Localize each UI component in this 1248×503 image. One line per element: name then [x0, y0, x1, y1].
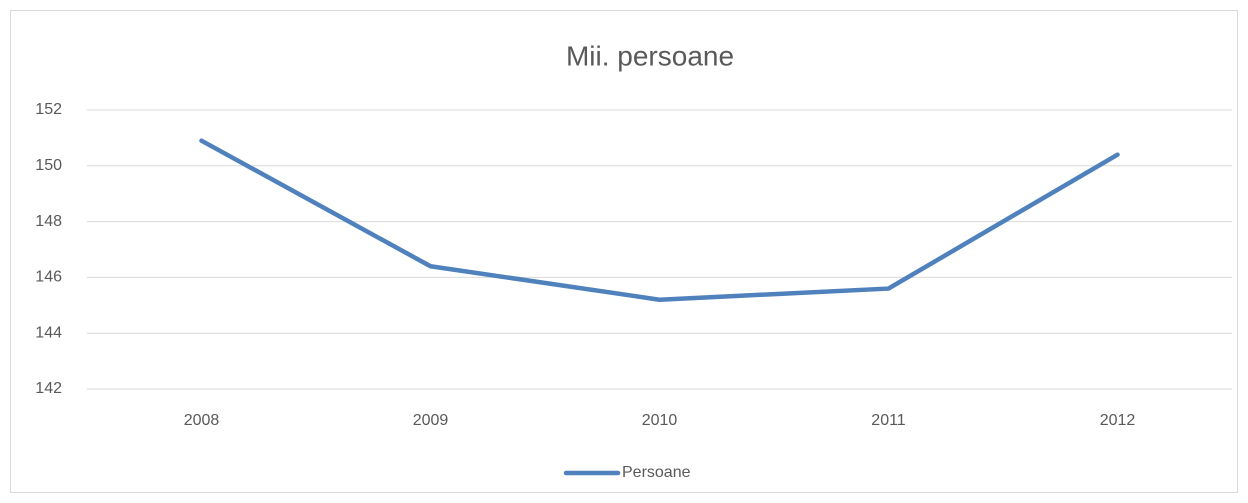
x-tick-label: 2011 [871, 412, 906, 429]
chart-title: Mii. persoane [566, 40, 734, 71]
y-tick-label: 146 [35, 269, 62, 286]
y-tick-label: 150 [35, 157, 62, 174]
y-tick-label: 142 [35, 380, 62, 397]
y-tick-label: 144 [35, 324, 62, 341]
x-tick-label: 2009 [413, 412, 449, 429]
y-tick-label: 148 [35, 213, 62, 230]
x-tick-label: 2008 [184, 412, 220, 429]
legend-label: Persoane [622, 464, 691, 481]
line-series [199, 138, 1120, 302]
chart-border [10, 10, 1238, 493]
x-tick-label: 2010 [642, 412, 678, 429]
y-tick-label: 152 [35, 101, 62, 118]
x-tick-label: 2012 [1100, 412, 1136, 429]
